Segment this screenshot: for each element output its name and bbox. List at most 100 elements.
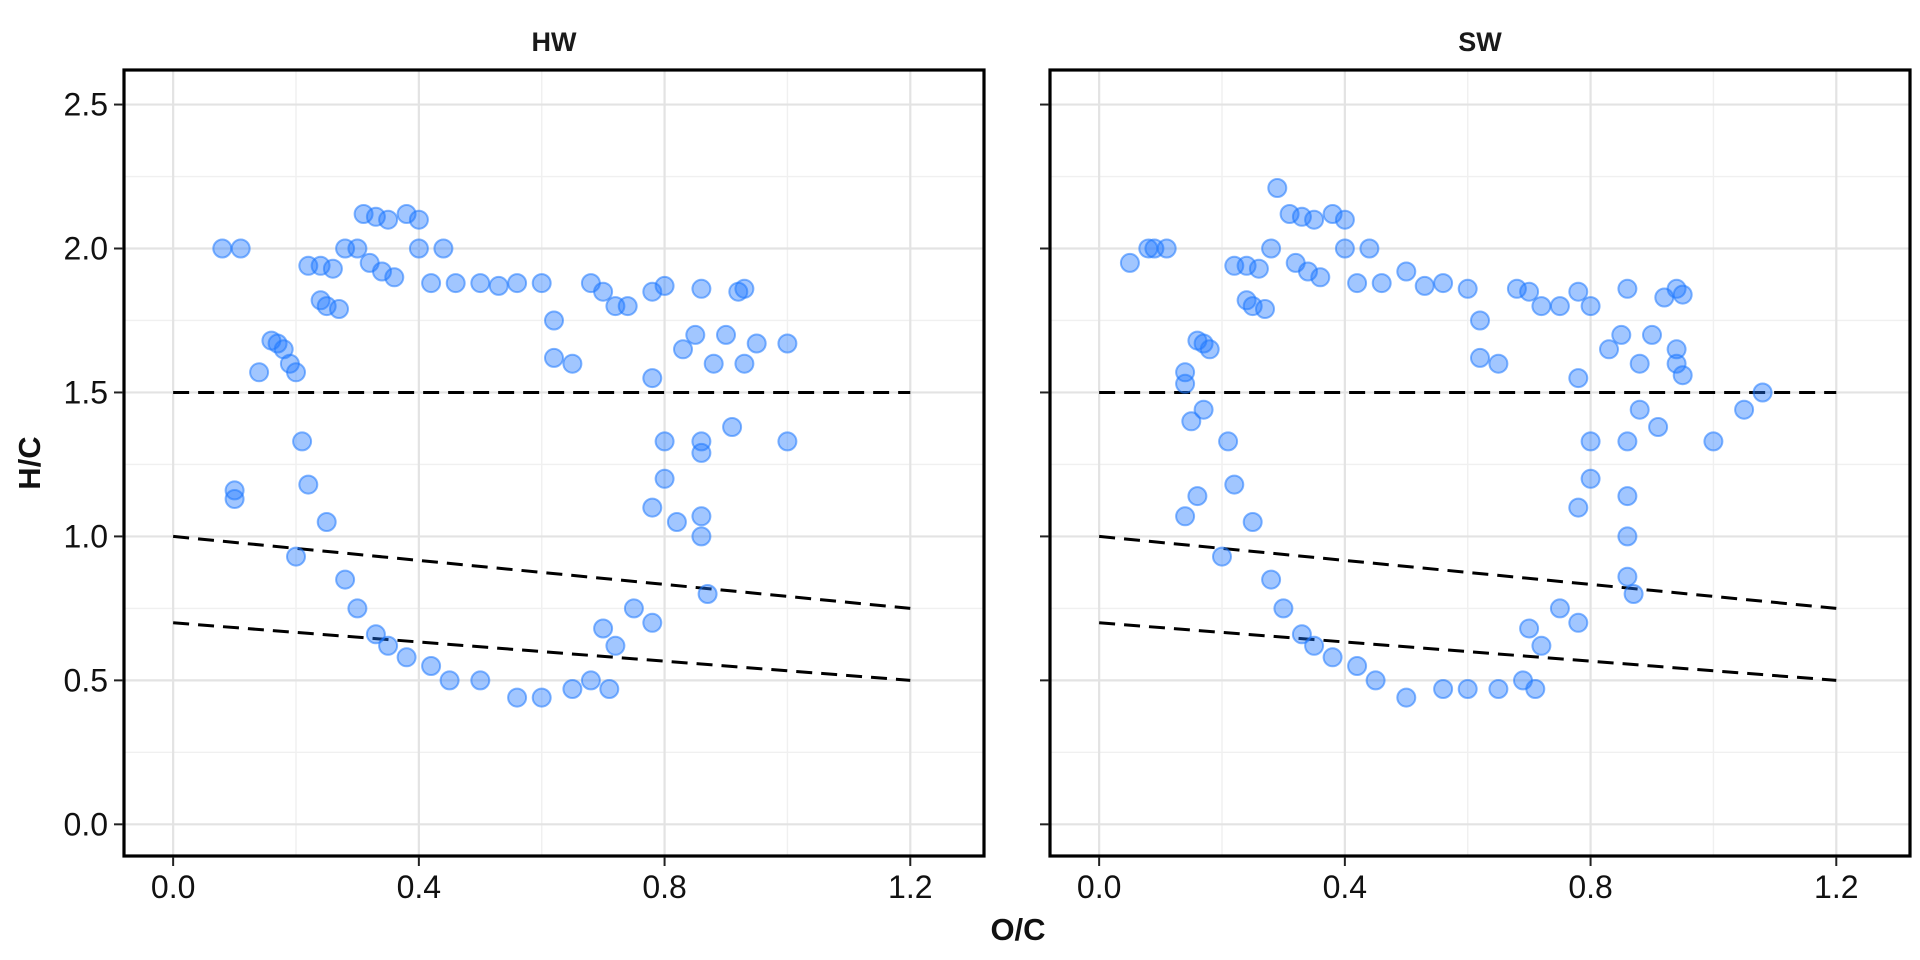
data-point — [544, 347, 564, 368]
data-point — [722, 417, 743, 437]
y-axis-hw: 0.0 0.5 1.0 1.5 2.0 2.5 — [64, 87, 123, 842]
data-point — [716, 324, 736, 345]
data-point — [1519, 281, 1540, 302]
data-point — [1666, 339, 1687, 360]
data-point — [316, 296, 337, 317]
data-point — [642, 497, 663, 518]
data-point — [316, 512, 337, 532]
data-point — [1629, 353, 1650, 374]
data-point — [1617, 278, 1638, 299]
data-point — [365, 206, 386, 227]
data-point — [685, 324, 706, 345]
data-point — [230, 238, 251, 259]
data-point — [531, 687, 552, 708]
data-point — [777, 431, 798, 452]
points-hw — [212, 204, 798, 708]
data-point — [1580, 468, 1601, 489]
data-point — [408, 238, 429, 259]
data-point — [1298, 261, 1318, 282]
data-point — [691, 442, 712, 463]
y-tick-label: 1.0 — [64, 518, 108, 554]
data-point — [298, 474, 319, 495]
data-point — [1648, 417, 1669, 437]
x-axis-hw: 0.0 0.4 0.8 1.2 — [151, 857, 933, 905]
data-point — [1672, 284, 1693, 305]
data-point — [1193, 399, 1214, 420]
data-point — [1212, 546, 1232, 567]
data-point — [1568, 281, 1589, 302]
data-point — [421, 273, 442, 294]
data-point — [1396, 261, 1417, 282]
data-point — [1531, 296, 1552, 317]
x-tick-label: 0.8 — [642, 869, 686, 905]
data-point — [421, 656, 442, 676]
data-point — [1334, 209, 1355, 230]
data-point — [1623, 584, 1644, 604]
data-point — [1457, 679, 1478, 699]
data-point — [1629, 399, 1650, 420]
panel-hw: HW 0.0 0.4 0.8 1.2 0.0 0.5 1.0 1.5 2.0 2… — [64, 27, 986, 905]
data-point — [642, 281, 663, 302]
data-point — [1322, 204, 1343, 224]
data-point — [1156, 238, 1177, 259]
data-point — [1703, 431, 1724, 452]
data-point — [642, 368, 663, 389]
data-point — [1304, 209, 1325, 230]
y-axis-sw — [1040, 103, 1049, 826]
data-point — [1642, 324, 1662, 345]
data-point — [470, 273, 491, 294]
data-point — [1291, 206, 1312, 227]
data-point — [562, 679, 583, 699]
data-point — [1218, 431, 1239, 452]
data-point — [1279, 204, 1300, 224]
data-point — [1611, 324, 1632, 345]
data-point — [1347, 273, 1368, 294]
data-point — [1273, 598, 1294, 619]
data-point — [623, 598, 644, 619]
data-point — [1617, 526, 1638, 547]
data-point — [353, 204, 374, 224]
data-point — [1187, 486, 1208, 507]
y-tick-label: 2.0 — [64, 231, 108, 267]
data-point — [666, 512, 687, 532]
data-point — [1261, 569, 1282, 590]
x-axis-sw: 0.0 0.4 0.8 1.2 — [1077, 857, 1859, 905]
data-point — [1470, 347, 1490, 368]
data-point — [292, 431, 313, 452]
data-point — [1734, 399, 1755, 420]
reference-lines-sw — [1098, 390, 1837, 682]
data-point — [691, 278, 712, 299]
data-point — [439, 670, 460, 691]
data-point — [1322, 647, 1343, 668]
data-point — [1199, 339, 1220, 360]
data-point — [1334, 238, 1355, 259]
x-tick-label: 0.0 — [1077, 869, 1121, 905]
data-point — [1549, 296, 1570, 317]
data-point — [1752, 382, 1773, 403]
data-point — [1549, 598, 1570, 619]
data-point — [1371, 273, 1392, 294]
data-point — [1580, 296, 1601, 317]
x-tick-label: 0.0 — [151, 869, 195, 905]
data-point — [1568, 368, 1589, 389]
data-point — [1304, 635, 1325, 656]
data-point — [580, 670, 601, 691]
x-tick-label: 0.4 — [1323, 869, 1367, 905]
data-point — [488, 275, 509, 296]
x-tick-label: 0.8 — [1568, 869, 1612, 905]
data-point — [1568, 612, 1589, 633]
panel-sw: SW 0.0 0.4 0.8 1.2 — [1040, 27, 1912, 905]
x-tick-label: 1.2 — [888, 869, 932, 905]
data-point — [1291, 624, 1312, 645]
data-point — [777, 333, 798, 354]
data-point — [470, 670, 491, 691]
data-point — [1488, 353, 1509, 374]
data-point — [212, 238, 233, 259]
data-point — [335, 569, 356, 590]
data-point — [1414, 275, 1435, 296]
data-point — [1519, 618, 1540, 639]
data-point — [1242, 512, 1263, 532]
data-point — [1599, 339, 1619, 360]
data-point — [593, 618, 614, 639]
data-point — [1617, 431, 1638, 452]
